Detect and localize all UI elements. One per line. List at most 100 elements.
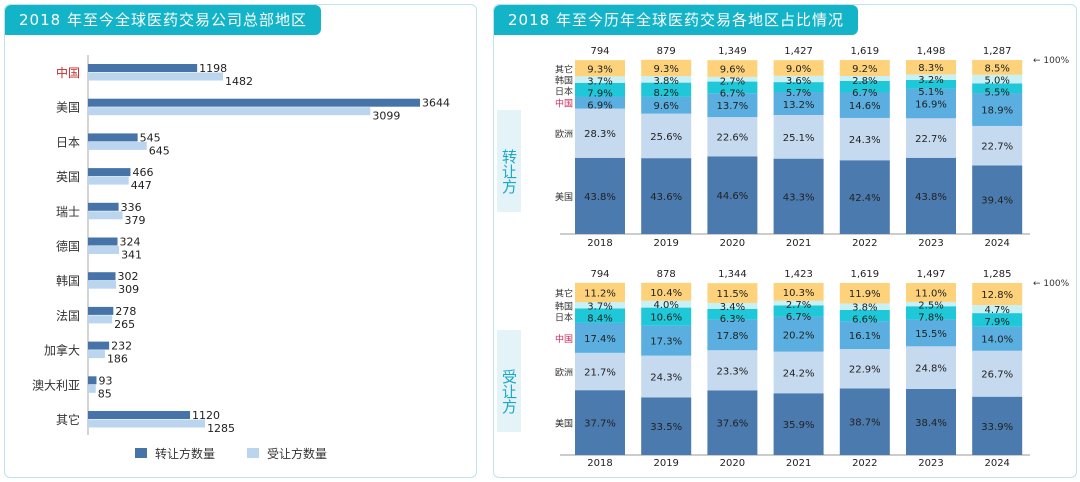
segment-中国 xyxy=(839,321,890,350)
segment-中国 xyxy=(906,88,956,119)
segment-其它 xyxy=(707,283,758,303)
segment-其它 xyxy=(641,282,692,301)
segment-label: 42.4% xyxy=(849,193,881,204)
segment-中国 xyxy=(972,93,1023,126)
segment-日本 xyxy=(575,82,625,97)
top-marker: ← 100% xyxy=(1033,279,1070,289)
bar-value-label: 3644 xyxy=(422,97,450,110)
total-label: 1,285 xyxy=(983,269,1012,280)
segment-label: 38.7% xyxy=(849,418,881,429)
segment-label: 9.3% xyxy=(587,64,612,75)
bar-value-label: 302 xyxy=(118,270,139,283)
top-marker: ← 100% xyxy=(1033,56,1070,66)
segment-label: 43.6% xyxy=(650,192,682,203)
bar-transferee xyxy=(88,419,206,428)
year-label: 2019 xyxy=(653,458,678,469)
segment-label: 43.8% xyxy=(915,192,947,203)
segment-日本 xyxy=(707,308,758,320)
segment-label: 11.5% xyxy=(717,289,749,300)
total-label: 1,619 xyxy=(850,269,879,280)
segment-美国 xyxy=(641,158,692,234)
segment-欧洲 xyxy=(839,117,890,161)
bar-value-label: 278 xyxy=(115,305,136,318)
segment-label: 24.2% xyxy=(783,368,815,379)
segment-label: 12.8% xyxy=(981,290,1013,301)
segment-label: 25.1% xyxy=(783,133,815,144)
segment-label: 7.8% xyxy=(918,312,943,323)
bar-value-label: 1198 xyxy=(199,62,227,75)
segment-中国 xyxy=(773,316,824,352)
bar-transferee xyxy=(88,246,120,254)
segment-欧洲 xyxy=(707,117,758,157)
bar-transferee xyxy=(88,350,105,359)
segment-label: 24.3% xyxy=(849,135,881,146)
segment-label: 33.5% xyxy=(650,422,682,433)
segment-中国 xyxy=(839,92,890,118)
segment-欧洲 xyxy=(972,350,1023,397)
total-label: 1,344 xyxy=(718,269,747,280)
category-label: 中国 xyxy=(56,65,80,80)
segment-日本 xyxy=(906,80,956,89)
bar-value-label: 85 xyxy=(98,387,112,400)
segment-label: 6.9% xyxy=(587,100,612,111)
segment-label: 10.3% xyxy=(783,288,815,299)
segment-label: 9.6% xyxy=(720,65,745,76)
segment-label: 3.6% xyxy=(786,76,811,87)
segment-其它 xyxy=(575,282,625,303)
segment-其它 xyxy=(641,59,692,77)
segment-label: 2.5% xyxy=(918,300,943,311)
segment-日本 xyxy=(839,80,890,93)
segment-label: 4.7% xyxy=(984,305,1009,316)
segment-label: 9.3% xyxy=(653,64,678,75)
segment-label: 4.0% xyxy=(653,300,678,311)
year-label: 2021 xyxy=(786,238,811,249)
segment-欧洲 xyxy=(773,351,824,394)
segment-label: 28.3% xyxy=(584,129,616,140)
total-label: 879 xyxy=(657,46,676,57)
segment-其它 xyxy=(906,283,956,302)
segment-欧洲 xyxy=(906,346,956,389)
segment-日本 xyxy=(972,83,1023,94)
segment-label: 2.7% xyxy=(786,300,811,311)
segment-label: 22.9% xyxy=(849,365,881,376)
segment-label: 3.7% xyxy=(587,76,612,87)
bar-value-label: 1482 xyxy=(225,75,253,88)
category-label: 澳大利亚 xyxy=(32,378,80,392)
category-label: 加拿大 xyxy=(44,343,80,358)
bar-transferor xyxy=(88,306,114,315)
legend-label: 受让方数量 xyxy=(267,446,327,461)
segment-label: 6.3% xyxy=(720,314,745,325)
segment-label: 2.7% xyxy=(720,77,745,88)
total-label: 1,497 xyxy=(917,269,946,280)
bar-transferor xyxy=(88,98,420,107)
left-chart-title: 2018 年至今全球医药交易公司总部地区 xyxy=(5,5,321,35)
segment-欧洲 xyxy=(906,118,956,158)
segment-label: 13.2% xyxy=(783,100,815,111)
segment-label: 7.9% xyxy=(587,88,612,99)
segment-label: 16.1% xyxy=(849,331,881,342)
category-label: 法国 xyxy=(56,309,80,323)
total-label: 878 xyxy=(657,269,676,280)
segment-美国 xyxy=(707,156,758,234)
series-label: 中国 xyxy=(555,333,573,345)
bar-transferor xyxy=(88,202,119,211)
segment-label: 35.9% xyxy=(783,420,815,431)
segment-label: 6.7% xyxy=(720,89,745,100)
segment-欧洲 xyxy=(773,114,824,159)
segment-日本 xyxy=(773,305,824,317)
segment-label: 3.8% xyxy=(852,303,877,314)
segment-韩国 xyxy=(773,300,824,306)
bar-value-label: 265 xyxy=(114,318,135,331)
segment-label: 11.9% xyxy=(849,289,881,300)
bar-value-label: 447 xyxy=(131,179,152,192)
segment-日本 xyxy=(839,310,890,322)
segment-美国 xyxy=(575,157,625,234)
bar-value-label: 1285 xyxy=(207,422,235,435)
segment-label: 3.8% xyxy=(653,76,678,87)
series-label: 韩国 xyxy=(555,300,573,312)
segment-label: 13.7% xyxy=(717,101,749,112)
series-label: 日本 xyxy=(555,311,573,323)
segment-label: 25.6% xyxy=(650,132,682,143)
bar-value-label: 186 xyxy=(107,353,128,366)
bar-value-label: 336 xyxy=(121,201,142,214)
